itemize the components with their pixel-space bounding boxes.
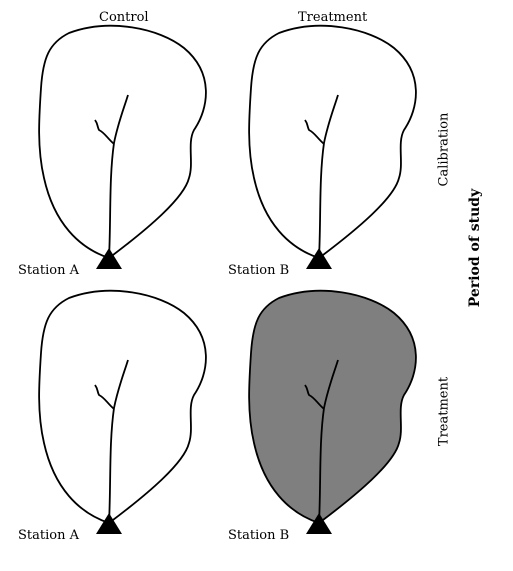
station-label-a-bottom: Station A (18, 528, 79, 543)
station-b-bottom-triangle-icon (306, 513, 332, 534)
watershed-control-calibration (38, 24, 207, 269)
watershed-treatment-treatment (248, 289, 417, 534)
column-header-control: Control (99, 10, 149, 25)
watershed-control-treatment (38, 289, 207, 534)
column-header-treatment: Treatment (298, 10, 368, 25)
station-label-b-top: Station B (228, 263, 290, 278)
station-a-bottom-triangle-icon (96, 513, 122, 534)
station-a-top-triangle-icon (96, 248, 122, 269)
station-label-b-bottom: Station B (228, 528, 290, 543)
watershed-treatment-calibration (248, 24, 417, 269)
station-label-a-top: Station A (18, 263, 79, 278)
station-b-top-triangle-icon (306, 248, 332, 269)
